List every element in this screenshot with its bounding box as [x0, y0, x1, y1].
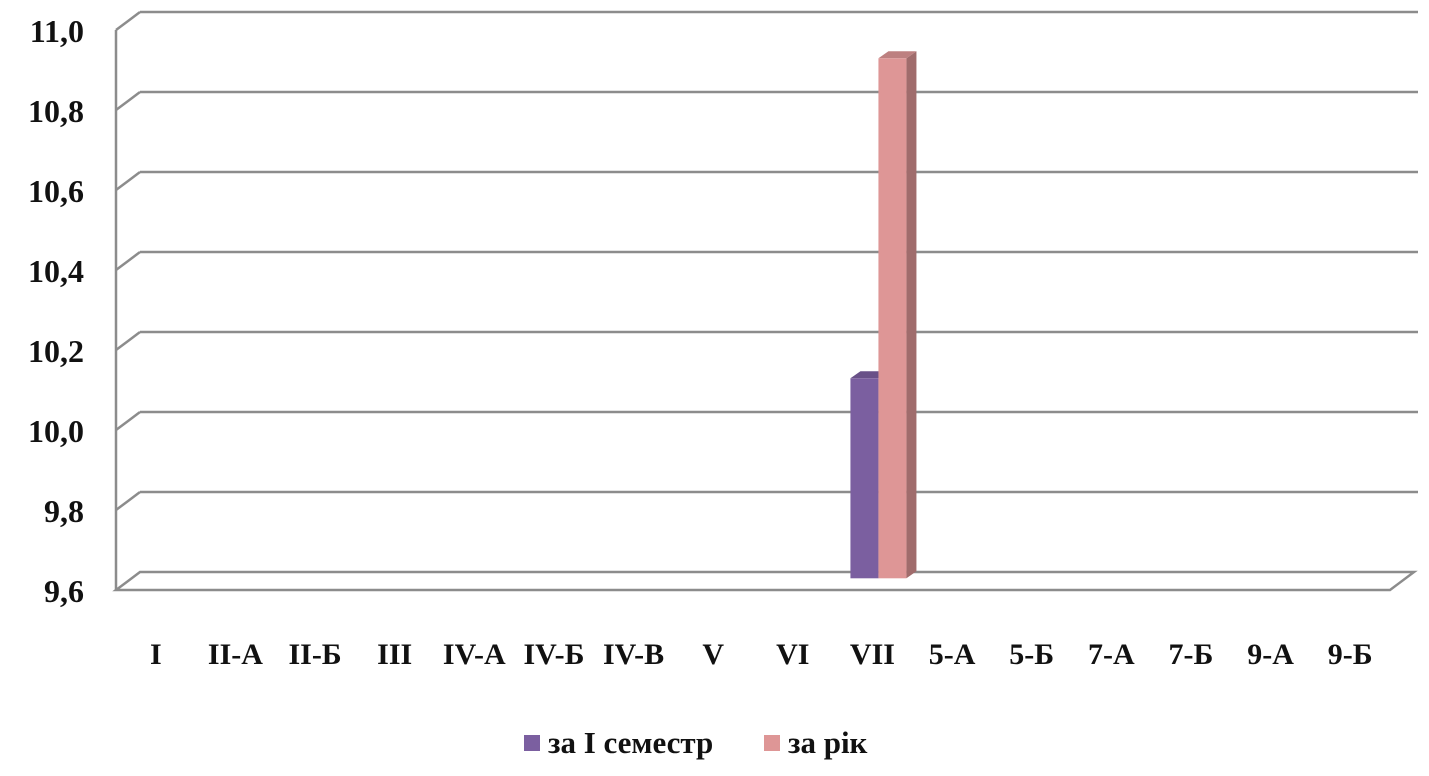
legend-item: за рік — [764, 725, 868, 760]
y-tick-label: 10,4 — [28, 253, 84, 289]
y-tick-label: 10,8 — [28, 93, 84, 129]
y-tick-label: 10,2 — [28, 333, 84, 369]
legend-label: за І семестр — [548, 725, 713, 760]
x-tick-label: IV-Б — [523, 638, 584, 671]
x-tick-label: 7-А — [1088, 638, 1135, 671]
y-tick-label: 9,6 — [44, 573, 84, 609]
y-tick-label: 10,0 — [28, 413, 84, 449]
y-tick-label: 11,0 — [30, 13, 84, 49]
x-tick-label: 9-Б — [1328, 638, 1373, 671]
x-tick-label: 9-А — [1247, 638, 1294, 671]
legend-swatch — [524, 735, 540, 751]
x-tick-label: II-Б — [288, 638, 341, 671]
gridline-depth — [115, 491, 141, 511]
gridline-depth — [115, 11, 141, 31]
x-tick-label: IV-А — [443, 638, 506, 671]
bar-top — [878, 51, 917, 59]
x-tick-label: 5-Б — [1009, 638, 1054, 671]
x-tick-label: IV-В — [603, 638, 664, 671]
y-tick-label: 9,8 — [44, 493, 84, 529]
bar — [878, 51, 917, 579]
gridline-depth — [115, 331, 141, 351]
y-axis-ticks: 9,6 9,8 10,0 10,2 10,4 10,6 10,8 11,0 — [28, 13, 84, 609]
bar-side — [906, 51, 917, 579]
x-tick-label: II-А — [208, 638, 263, 671]
x-axis-ticks: I II-А II-Б III IV-А IV-Б IV-В V VI VII 5-А 5-Б 7-А 7… — [150, 638, 1373, 671]
legend-swatch — [764, 735, 780, 751]
gridline-depth — [115, 251, 141, 271]
x-tick-label: 5-А — [929, 638, 976, 671]
legend-label: за рік — [788, 725, 868, 760]
bar-front — [878, 58, 907, 579]
x-tick-label: 7-Б — [1169, 638, 1214, 671]
chart-floor — [112, 570, 1418, 592]
grid-layer — [112, 10, 1418, 592]
gridline-depth — [115, 171, 141, 191]
legend: за І семестр за рік — [524, 725, 868, 760]
y-tick-label: 10,6 — [28, 173, 84, 209]
x-tick-label: V — [702, 638, 724, 671]
x-tick-label: III — [377, 638, 412, 671]
gridline-depth — [115, 91, 141, 111]
gridline-depth — [115, 411, 141, 431]
bar-front — [850, 378, 879, 579]
x-tick-label: VI — [776, 638, 809, 671]
legend-item: за І семестр — [524, 725, 713, 760]
bar-layer — [850, 51, 917, 579]
x-tick-label: VII — [850, 638, 895, 671]
x-tick-label: I — [150, 638, 162, 671]
